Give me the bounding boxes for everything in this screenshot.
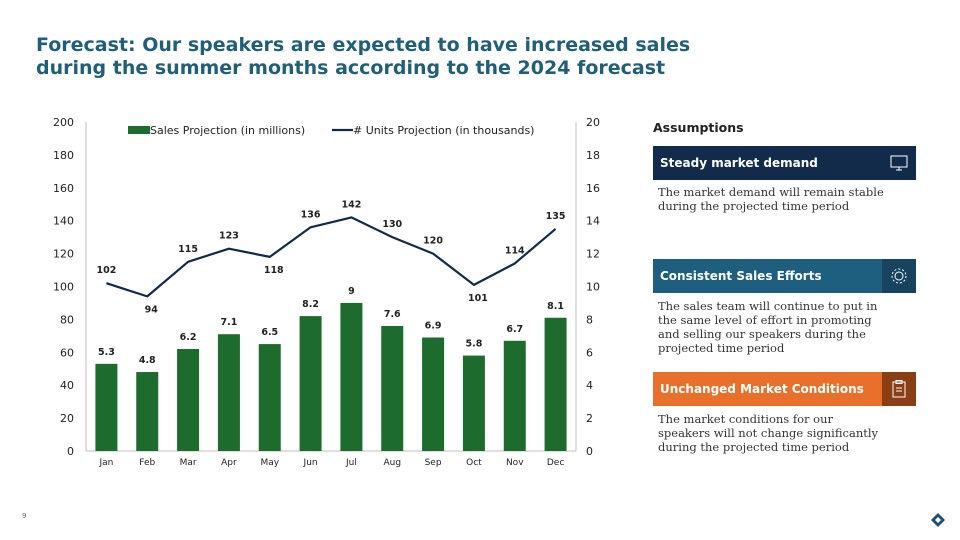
y-right-tick-label: 12: [586, 248, 600, 261]
bar: [95, 363, 118, 451]
line-data-label: 118: [264, 265, 284, 276]
line-data-label: 94: [145, 304, 159, 315]
bar: [503, 340, 526, 451]
line-data-label: 135: [546, 211, 566, 222]
assumption-card-consistent-sales: Consistent Sales Efforts: [653, 259, 916, 293]
x-tick-label: Sep: [425, 458, 442, 468]
legend-bar-label: Sales Projection (in millions): [150, 124, 305, 137]
y-left-tick-label: 100: [53, 281, 74, 294]
bar: [381, 325, 404, 451]
y-left-tick-label: 20: [60, 412, 74, 425]
x-tick-label: Oct: [466, 458, 482, 468]
y-right-tick-label: 10: [586, 281, 600, 294]
title-line-1: Forecast: Our speakers are expected to h…: [36, 34, 691, 56]
clipboard-icon: [882, 372, 916, 406]
assumption-label: Unchanged Market Conditions: [660, 382, 864, 396]
line-data-label: 101: [468, 293, 488, 304]
slide-title: Forecast: Our speakers are expected to h…: [36, 34, 691, 80]
line-series: 102 94 115 123 118 136 142 130 120 101 114 135: [96, 199, 565, 315]
y-left-tick-label: 140: [53, 215, 74, 228]
y-right-tick-label: 8: [586, 313, 593, 326]
line-data-label: 114: [505, 245, 525, 256]
bar-series: 5.3 4.8 6.2 7.1 6.5 8.2 9 7.6 6.9 5.8 6.7 8.1: [95, 286, 567, 451]
bar: [136, 372, 159, 451]
company-logo-icon: [931, 513, 945, 527]
assumption-description: The market conditions for our speakers w…: [658, 412, 879, 454]
y-right-tick-label: 4: [586, 379, 593, 392]
bar: [177, 349, 200, 451]
line-data-label: 102: [96, 265, 116, 276]
y-right-tick-label: 16: [586, 182, 600, 195]
assumption-label: Steady market demand: [660, 156, 818, 170]
bar: [544, 317, 567, 451]
y-right-tick-label: 14: [586, 215, 600, 228]
bar-data-label: 6.7: [506, 324, 523, 335]
bar: [462, 355, 485, 451]
chart-axes: 0 20 40 60 80 100 120 140 160 180 200 0 2 4 6 8 10 12 14 16…: [53, 116, 600, 468]
bar-data-label: 4.8: [139, 355, 156, 366]
legend-line-label: # Units Projection (in thousands): [353, 124, 534, 137]
x-tick-label: Feb: [139, 458, 155, 468]
line-data-label: 123: [219, 231, 239, 242]
bar-data-label: 9: [348, 286, 355, 297]
line-data-label: 115: [178, 244, 198, 255]
page-number: 9: [22, 512, 27, 520]
presentation-board-icon: [882, 146, 916, 180]
bar: [217, 334, 240, 451]
bar: [340, 302, 363, 451]
bar: [422, 337, 445, 451]
bar-data-label: 8.1: [547, 301, 564, 312]
legend-bar-swatch: [128, 126, 150, 134]
title-line-2: during the summer months according to th…: [36, 57, 666, 79]
bar-data-label: 8.2: [302, 299, 319, 310]
y-left-tick-label: 40: [60, 379, 74, 392]
y-left-tick-label: 60: [60, 346, 74, 359]
bar-data-label: 6.9: [425, 320, 442, 331]
line-data-label: 136: [301, 209, 321, 220]
x-tick-label: Mar: [180, 458, 197, 468]
y-right-tick-label: 0: [586, 445, 593, 458]
combo-chart: 0 20 40 60 80 100 120 140 160 180 200 0 2 4 6 8 10 12 14 16…: [53, 116, 600, 468]
assumption-label: Consistent Sales Efforts: [660, 269, 822, 283]
bar-data-label: 5.3: [98, 347, 115, 358]
y-left-tick-label: 80: [60, 313, 74, 326]
y-left-tick-label: 0: [67, 445, 74, 458]
bar: [299, 316, 322, 451]
line-data-label: 130: [382, 219, 402, 230]
y-right-tick-label: 2: [586, 412, 593, 425]
bar: [258, 344, 281, 451]
gear-icon: [882, 259, 916, 293]
bar-data-label: 7.6: [384, 309, 401, 320]
x-tick-label: Apr: [221, 458, 237, 468]
series-line: [106, 216, 557, 298]
y-right-tick-label: 18: [586, 149, 600, 162]
y-left-tick-label: 200: [53, 116, 74, 129]
x-tick-label: Nov: [506, 458, 524, 468]
x-tick-label: Jun: [303, 458, 318, 468]
bar-data-label: 5.8: [465, 339, 482, 350]
bar-data-label: 6.5: [261, 327, 278, 338]
assumption-description: The market demand will remain stable dur…: [658, 185, 884, 213]
assumptions-heading: Assumptions: [653, 120, 744, 135]
assumption-card-steady-demand: Steady market demand: [653, 146, 916, 180]
assumption-description: The sales team will continue to put in t…: [658, 299, 878, 355]
y-left-tick-label: 180: [53, 149, 74, 162]
x-tick-label: Dec: [547, 458, 564, 468]
y-right-tick-label: 20: [586, 116, 600, 129]
bar-data-label: 7.1: [220, 317, 237, 328]
bar-data-label: 6.2: [180, 332, 197, 343]
line-data-label: 120: [423, 236, 443, 247]
line-data-label: 142: [341, 199, 361, 210]
x-tick-label: May: [260, 458, 279, 468]
y-right-tick-label: 6: [586, 346, 593, 359]
y-left-tick-label: 160: [53, 182, 74, 195]
assumption-card-unchanged-conditions: Unchanged Market Conditions: [653, 372, 916, 406]
x-tick-label: Aug: [383, 458, 401, 468]
y-left-tick-label: 120: [53, 248, 74, 261]
x-tick-label: Jan: [98, 458, 113, 468]
chart-legend: Sales Projection (in millions) # Units Pr…: [128, 124, 534, 137]
x-tick-label: Jul: [345, 458, 357, 468]
